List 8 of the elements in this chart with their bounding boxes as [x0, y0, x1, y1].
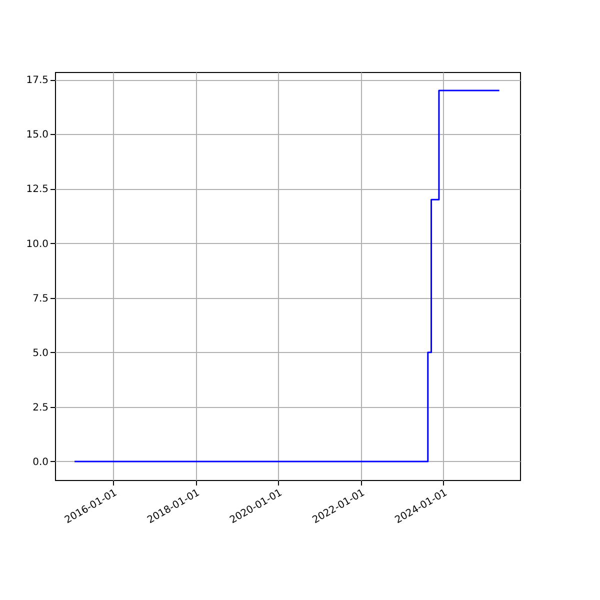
y-tick-label: 17.5 — [26, 75, 48, 86]
y-tick-label: 2.5 — [32, 402, 48, 414]
y-tick-label: 10.0 — [26, 238, 48, 250]
y-tick-label: 0.0 — [32, 456, 48, 468]
y-tick-label: 5.0 — [32, 348, 48, 359]
y-tick-label: 7.5 — [32, 293, 48, 304]
y-tick-label: 12.5 — [26, 184, 48, 196]
y-tick-label: 15.0 — [26, 130, 48, 141]
